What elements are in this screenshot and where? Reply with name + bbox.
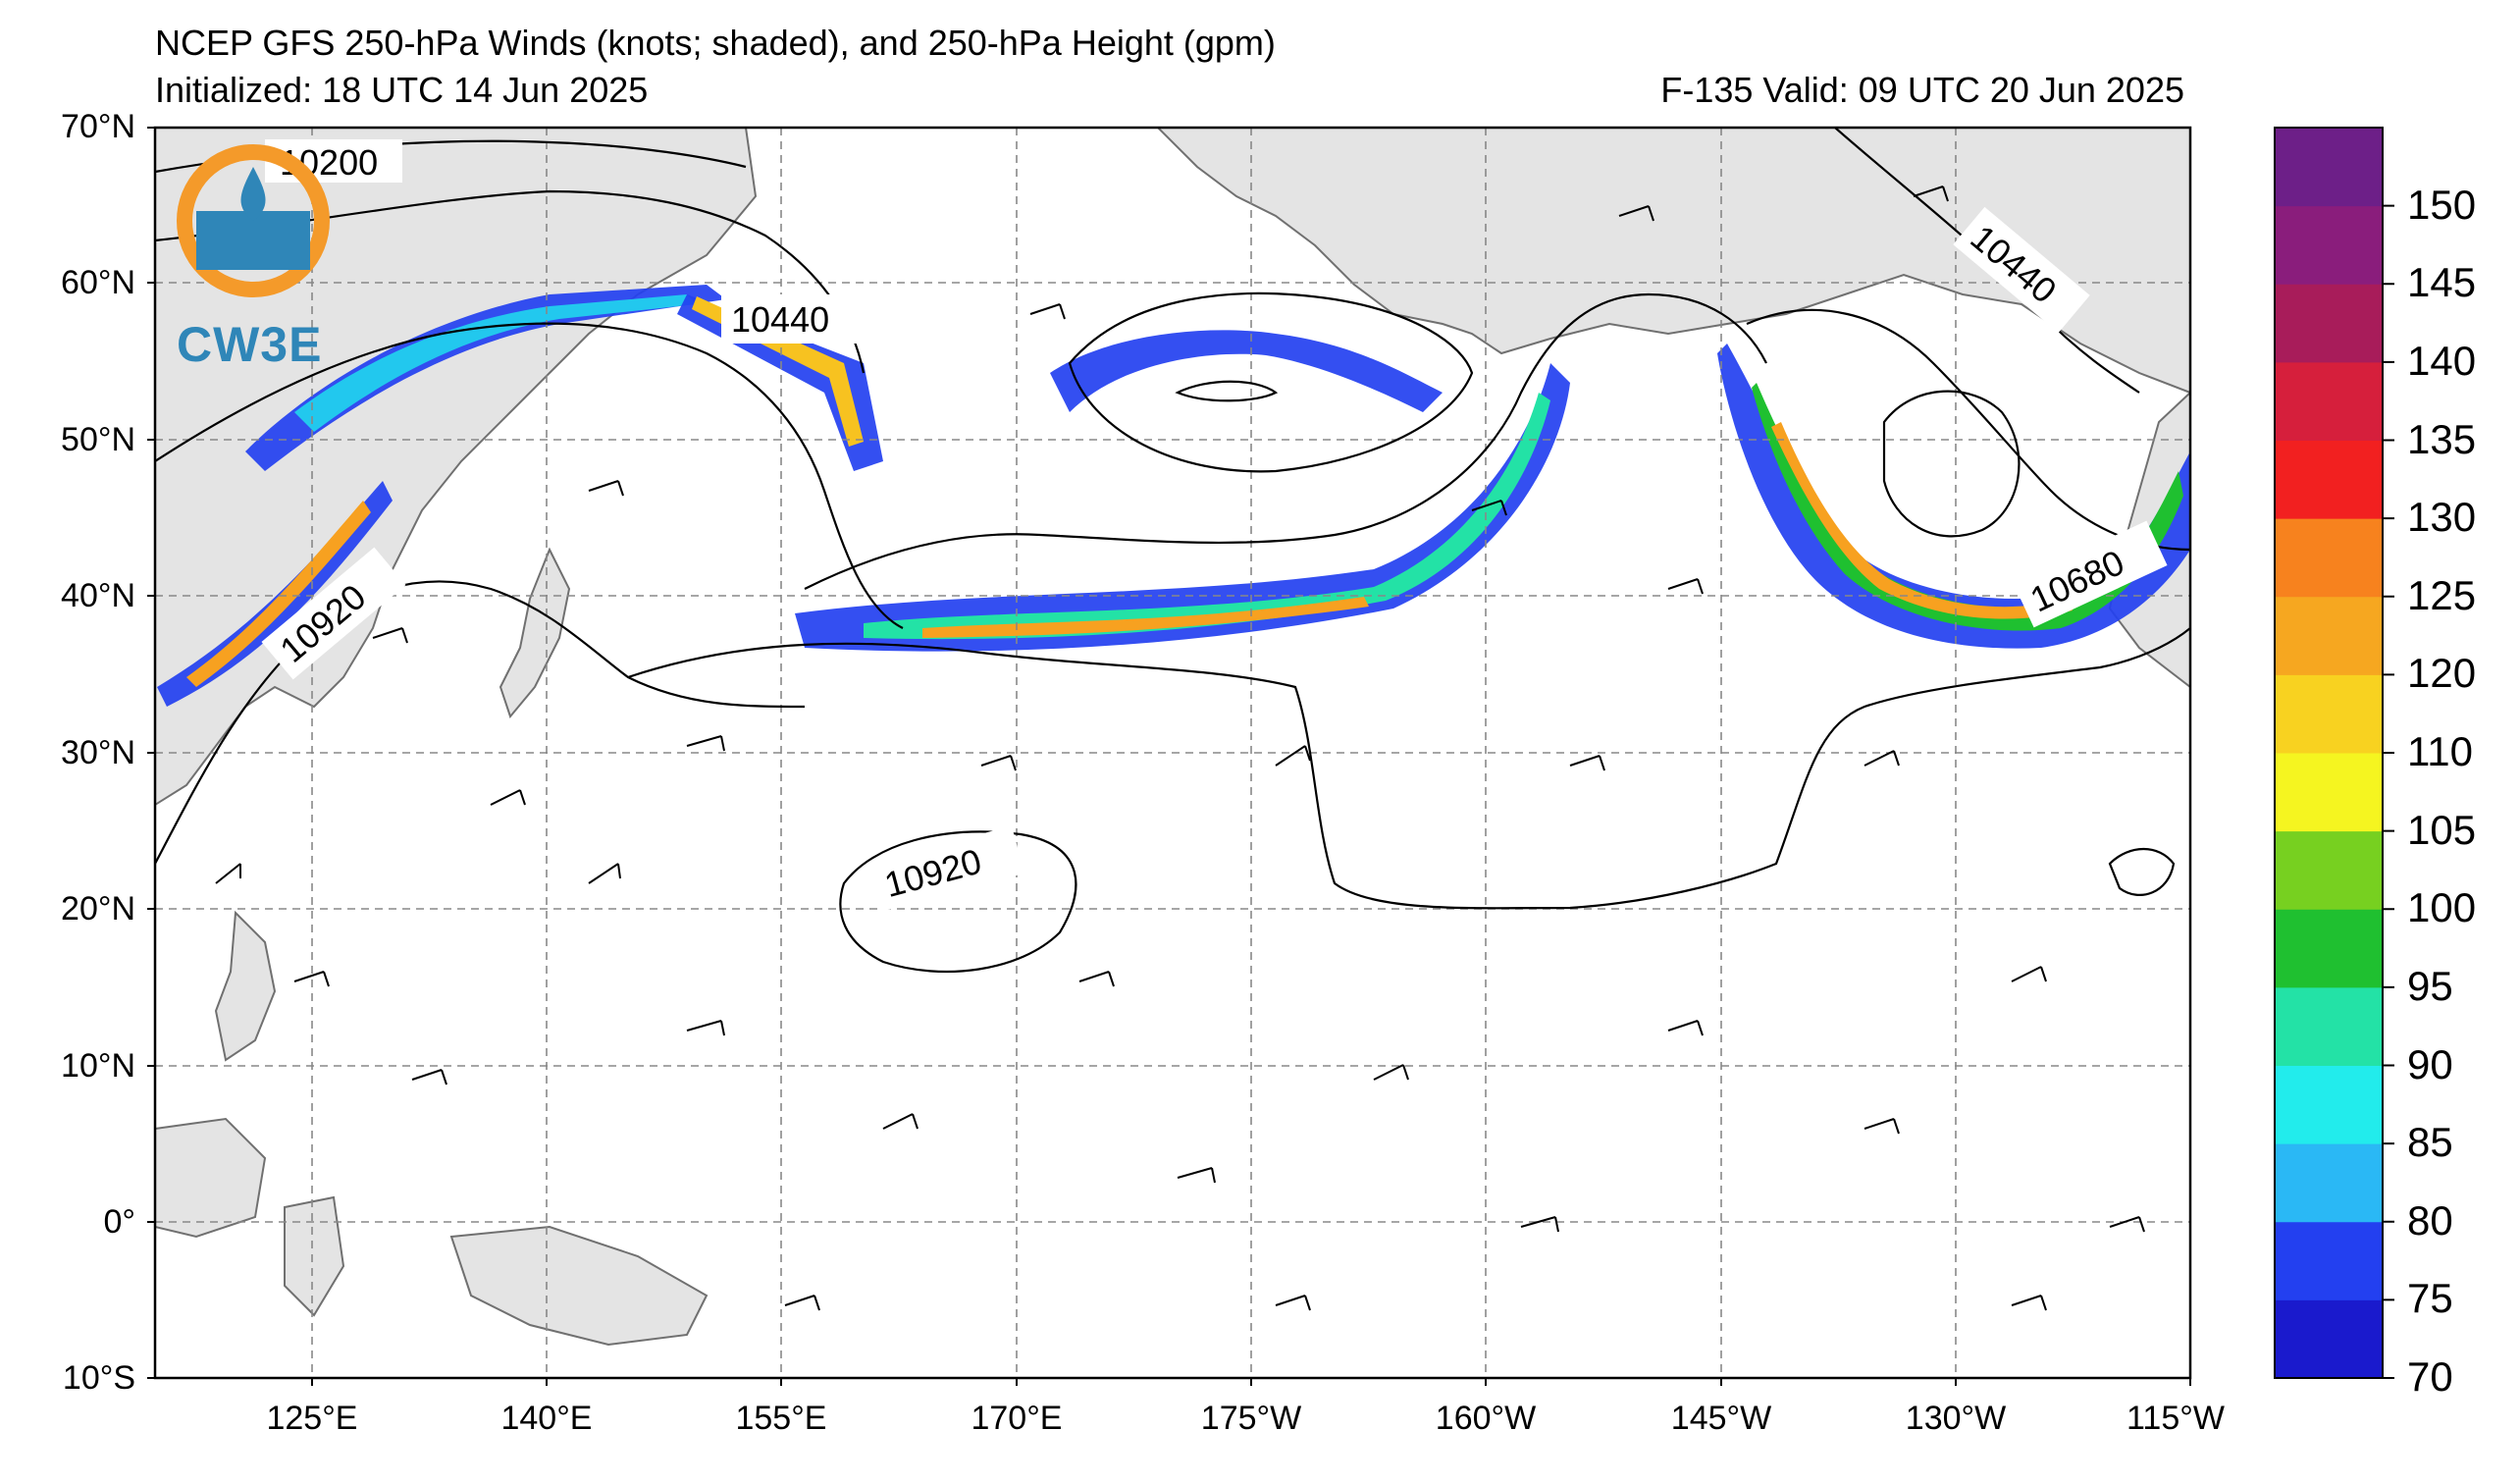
wind-barbs: [215, 185, 2145, 1311]
contour-10680-east: [1746, 308, 2190, 552]
colorbar-label: 110: [2407, 728, 2473, 774]
colorbar-bin: [2275, 909, 2383, 988]
jet-north-1-mid: [294, 294, 697, 432]
colorbar-label: 150: [2407, 181, 2477, 228]
contour-10920-west: [155, 580, 806, 865]
lat-label: 50°N: [61, 421, 135, 458]
colorbar-label: 80: [2407, 1196, 2453, 1244]
contour-label-10440-west: 10440: [731, 299, 829, 340]
colorbar-label: 145: [2407, 259, 2477, 306]
logo-ring: [177, 144, 330, 297]
contour-label-boxes: [261, 139, 2168, 912]
colorbar-label: 105: [2407, 806, 2477, 853]
lon-label: 160°W: [1435, 1400, 1537, 1437]
lat-label: 10°N: [61, 1047, 135, 1085]
lon-label: 125°E: [266, 1400, 358, 1437]
map-title: NCEP GFS 250-hPa Winds (knots; shaded), …: [155, 23, 1276, 63]
colorbar-bin: [2275, 1143, 2383, 1223]
jet-central-pacific: [795, 363, 1570, 652]
jet-aleutian-arc: [1050, 330, 1443, 412]
contour-10680-west: [155, 322, 904, 629]
colorbar-label: 70: [2407, 1353, 2453, 1400]
jet-gulf-alaska: [1717, 344, 2190, 649]
lon-label: 130°W: [1905, 1400, 2007, 1437]
colorbar-label: 100: [2407, 884, 2477, 931]
contour-10920-central: [627, 627, 2190, 910]
colorbar-label: 125: [2407, 571, 2477, 618]
jet-east-asia-core: [186, 501, 371, 687]
colorbar-label: 135: [2407, 415, 2477, 462]
contour-10920-high: [839, 830, 1077, 974]
lat-lon-grid: [155, 128, 2190, 1378]
philippines-islands: [214, 910, 277, 1062]
colorbar-label: 95: [2407, 962, 2453, 1009]
lat-label: 20°N: [61, 890, 135, 927]
lon-label: 140°E: [500, 1400, 593, 1437]
colorbar-bin: [2275, 674, 2383, 754]
colorbar-label: 90: [2407, 1040, 2453, 1087]
lat-label: 0°: [103, 1203, 135, 1241]
colorbar-bin: [2275, 440, 2383, 519]
water-drop-icon: [240, 167, 266, 221]
colorbar-bin: [2275, 361, 2383, 441]
contour-mid-trough-outer: [1068, 291, 1474, 473]
lat-label: 70°N: [61, 108, 135, 145]
borneo-island: [155, 1117, 267, 1239]
lon-label: 115°W: [2126, 1400, 2225, 1437]
colorbar-label: 120: [2407, 650, 2477, 697]
jet-central-pacific-core: [922, 597, 1369, 638]
lon-label: 155°E: [735, 1400, 827, 1437]
colorbar-bin: [2275, 1299, 2383, 1379]
lat-label: 40°N: [61, 577, 135, 614]
colorbar-bin: [2275, 1065, 2383, 1144]
indonesia-islands: [284, 1195, 345, 1317]
colorbar: [2274, 127, 2394, 1379]
lon-label: 145°W: [1670, 1400, 1772, 1437]
colorbar-label: 140: [2407, 337, 2477, 384]
colorbar-label: 75: [2407, 1275, 2453, 1322]
colorbar-bin: [2275, 596, 2383, 675]
axis-ticks: [147, 127, 2191, 1386]
japan-islands: [499, 547, 571, 719]
contour-10800-central: [804, 292, 1767, 590]
lat-label: 10°S: [62, 1359, 135, 1397]
height-contours: [155, 128, 2190, 974]
lon-label: 175°W: [1200, 1400, 1302, 1437]
alaska-landmass: [1156, 128, 2190, 395]
colorbar-bin: [2275, 986, 2383, 1066]
new-guinea-island: [449, 1225, 709, 1347]
contour-gulf-low: [1882, 390, 2021, 538]
colorbar-bin: [2275, 128, 2383, 207]
init-time: Initialized: 18 UTC 14 Jun 2025: [155, 70, 649, 110]
colorbar-bin: [2275, 753, 2383, 832]
jet-okhotsk-core: [692, 296, 864, 447]
valid-time: F-135 Valid: 09 UTC 20 Jun 2025: [1660, 70, 2184, 110]
jet-gulf-alaska-core: [1771, 422, 2073, 619]
cw3e-logo: [177, 144, 330, 297]
logo-text: CW3E: [177, 317, 323, 372]
colorbar-label: 130: [2407, 494, 2477, 541]
colorbar-bin: [2275, 284, 2383, 363]
colorbar-bin: [2275, 1221, 2383, 1300]
lat-label: 30°N: [61, 734, 135, 771]
colorbar-bin: [2275, 518, 2383, 598]
colorbar-bin: [2275, 830, 2383, 910]
colorbar-label: 85: [2407, 1119, 2453, 1166]
lon-label: 170°E: [971, 1400, 1063, 1437]
contour-east-small: [2108, 847, 2176, 896]
contour-mid-trough-inner: [1175, 380, 1279, 402]
lat-label: 60°N: [61, 264, 135, 301]
colorbar-bin: [2275, 205, 2383, 285]
